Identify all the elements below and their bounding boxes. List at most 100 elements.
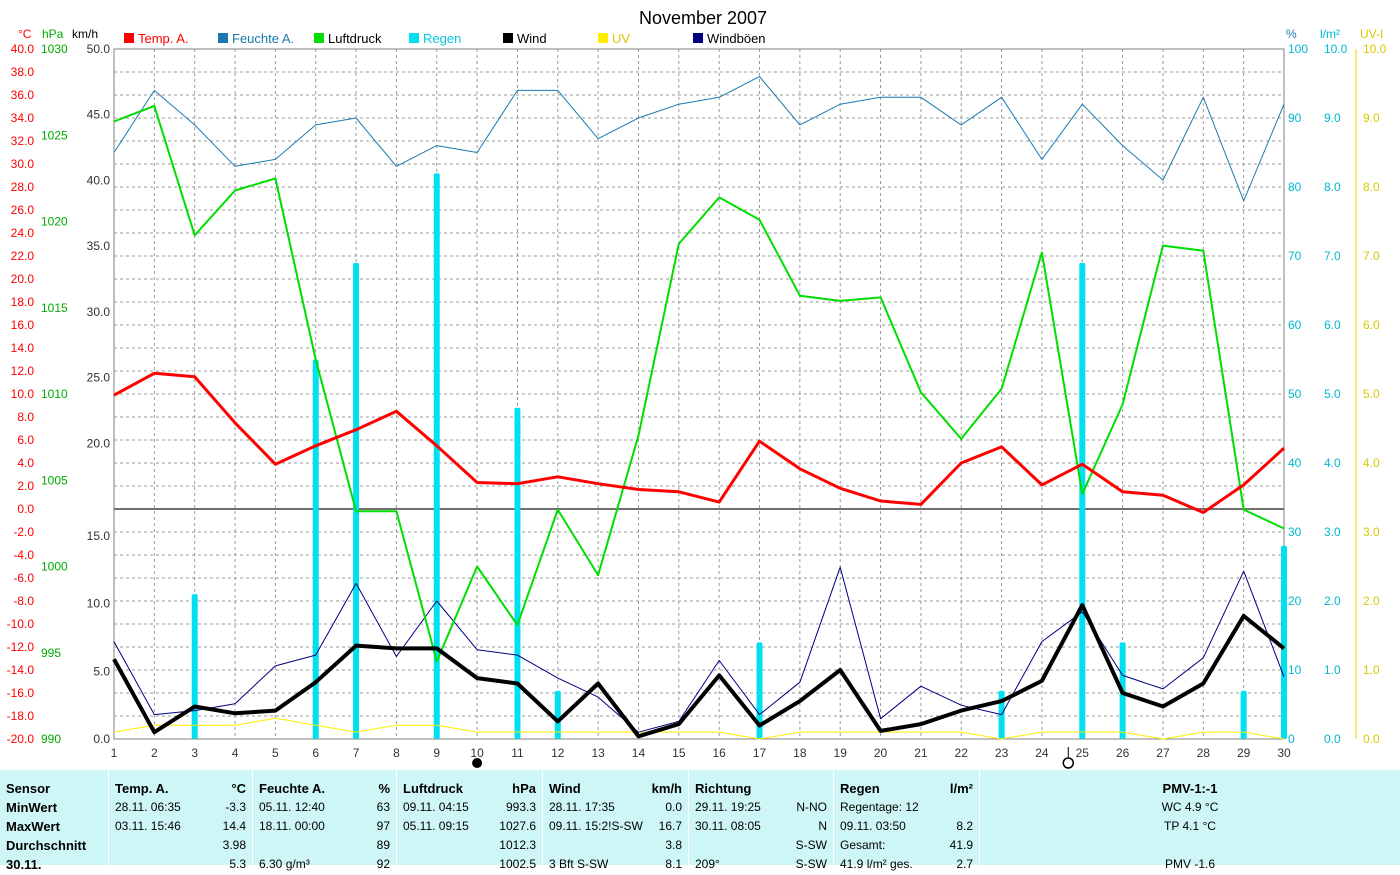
humidity-tick-label: 70 [1288, 249, 1302, 263]
pressure-tick-label: 1010 [41, 387, 68, 401]
legend-item-regen: Regen [409, 31, 461, 46]
stats-wind-title: Wind [549, 781, 581, 796]
rain-bar-day-30 [1281, 545, 1287, 739]
x-tick-label: 16 [712, 746, 726, 760]
legend-item-wind: Wind [503, 31, 547, 46]
legend-label-regen: Regen [423, 31, 461, 46]
rain-tick-label: 8.0 [1324, 180, 1341, 194]
temp-tick-label: -18.0 [7, 709, 35, 723]
temp-tick-label: 34.0 [11, 111, 35, 125]
temp-tick-label: 40.0 [11, 42, 35, 56]
legend-item-temp-a: Temp. A. [124, 31, 189, 46]
humidity-tick-label: 100 [1288, 42, 1308, 56]
legend-label-luftdruck: Luftdruck [328, 31, 382, 46]
x-tick-label: 28 [1197, 746, 1211, 760]
stats-pressure-avg: 1012.3 [499, 838, 536, 852]
stats-pressure-title: Luftdruck [403, 781, 463, 796]
stats-col-pressure: Luftdruck hPa 09.11. 04:15 993.3 05.11. 09… [397, 770, 543, 871]
legend-item-windboen: Windböen [693, 31, 766, 46]
legend-label-feuchte-a: Feuchte A. [232, 31, 294, 46]
stats-col-wind: Wind km/h 28.11. 17:35 0.0 09.11. 15:2!S-S… [543, 770, 689, 871]
x-tick-label: 1 [111, 746, 118, 760]
temp-tick-label: 26.0 [11, 203, 35, 217]
x-tick-label: 27 [1156, 746, 1170, 760]
stats-row-avg: Durchschnitt [6, 838, 87, 853]
axis-ticks: -20.0 -18.0 -16.0 -14.0 -12.0 -10.0 -8.0 -6.0 -4… [7, 42, 1387, 769]
chart-title: November 2007 [639, 8, 767, 28]
stats-rain-unit: l/m² [949, 781, 973, 796]
temp-tick-label: 32.0 [11, 134, 35, 148]
stats-rain-total: 41.9 [949, 838, 973, 852]
rain-tick-label: 0.0 [1324, 732, 1341, 746]
stats-row-max: MaxWert [6, 819, 60, 834]
temp-tick-label: 38.0 [11, 65, 35, 79]
legend-label-temp-a: Temp. A. [138, 31, 189, 46]
temp-tick-label: 0.0 [17, 502, 34, 516]
stats-rain-days: Regentage: 12 [840, 800, 919, 814]
rain-tick-label: 10.0 [1324, 42, 1348, 56]
humidity-tick-label: 20 [1288, 594, 1302, 608]
humidity-tick-label: 10 [1288, 663, 1302, 677]
stats-humidity-min: 63 [376, 800, 390, 814]
x-tick-label: 11 [511, 746, 524, 760]
stats-pressure-unit: hPa [512, 781, 536, 796]
humidity-tick-label: 0 [1288, 732, 1295, 746]
humidity-tick-label: 40 [1288, 456, 1302, 470]
temp-tick-label: 10.0 [11, 387, 35, 401]
temp-tick-label: 24.0 [11, 226, 35, 240]
temp-tick-label: 14.0 [11, 341, 35, 355]
rain-bar-day-25 [1079, 262, 1086, 739]
rain-tick-label: 7.0 [1324, 249, 1341, 263]
stats-pressure-min: 993.3 [505, 800, 536, 814]
legend-item-uv: UV [598, 31, 630, 46]
rain-tick-label: 9.0 [1324, 111, 1341, 125]
stats-pmv-tp: TP 4.1 °C [1164, 819, 1216, 833]
new-moon-icon [472, 758, 483, 768]
x-tick-label: 5 [272, 746, 279, 760]
temp-tick-label: -12.0 [7, 640, 35, 654]
uv-tick-label: 5.0 [1363, 387, 1380, 401]
stats-temp-unit: °C [231, 781, 246, 796]
stats-humidity-min-when: 05.11. 12:40 [259, 800, 325, 814]
temp-tick-label: 22.0 [11, 249, 35, 263]
rain-tick-label: 4.0 [1324, 456, 1341, 470]
legend-swatch-temp-a [124, 33, 134, 43]
rain-tick-label: 1.0 [1324, 663, 1341, 677]
stats-direction-min-when: 29.11. 19:25 [695, 800, 761, 814]
series-line-wind [112, 603, 1286, 739]
series-line-feuchte-a [113, 76, 1285, 202]
rain-bar-day-11 [514, 407, 521, 739]
humidity-unit-label: % [1286, 27, 1297, 41]
x-tick-label: 29 [1237, 746, 1251, 760]
x-tick-label: 2 [151, 746, 158, 760]
wind-tick-label: 10.0 [87, 597, 111, 611]
pressure-tick-label: 1015 [41, 301, 68, 315]
stats-col-sensor: Sensor MinWert MaxWert Durchschnitt 30.1… [0, 770, 109, 872]
stats-wind-min: 0.0 [665, 800, 682, 814]
wind-tick-label: 30.0 [87, 305, 111, 319]
temp-tick-label: -20.0 [7, 732, 35, 746]
stats-wind-unit: km/h [651, 781, 682, 796]
pressure-tick-label: 1030 [41, 42, 68, 56]
x-tick-label: 4 [232, 746, 239, 760]
pressure-tick-label: 1000 [41, 560, 68, 574]
uv-tick-label: 4.0 [1363, 456, 1380, 470]
stats-humidity-max: 97 [376, 819, 390, 833]
pressure-tick-label: 1025 [41, 128, 68, 142]
legend-swatch-uv [598, 33, 608, 43]
temp-tick-label: 20.0 [11, 272, 35, 286]
uv-tick-label: 1.0 [1363, 663, 1380, 677]
series-line-luftdruck [113, 104, 1285, 663]
uv-tick-label: 7.0 [1363, 249, 1380, 263]
stats-col-pmv: PMV-1:-1 WC 4.9 °C TP 4.1 °C PMV -1.6 [980, 770, 1400, 871]
x-tick-label: 10 [470, 746, 484, 760]
stats-col-direction: Richtung 29.11. 19:25 N-NO 30.11. 08:05 N … [689, 770, 834, 871]
stats-wind-max: 16.7 [658, 819, 682, 833]
stats-pmv-wc: WC 4.9 °C [1161, 800, 1219, 814]
rain-tick-label: 5.0 [1324, 387, 1341, 401]
temp-tick-label: 6.0 [17, 433, 34, 447]
stats-rain-title: Regen [840, 781, 880, 796]
legend-label-windboen: Windböen [707, 31, 766, 46]
x-tick-label: 24 [1035, 746, 1049, 760]
x-tick-label: 22 [955, 746, 969, 760]
